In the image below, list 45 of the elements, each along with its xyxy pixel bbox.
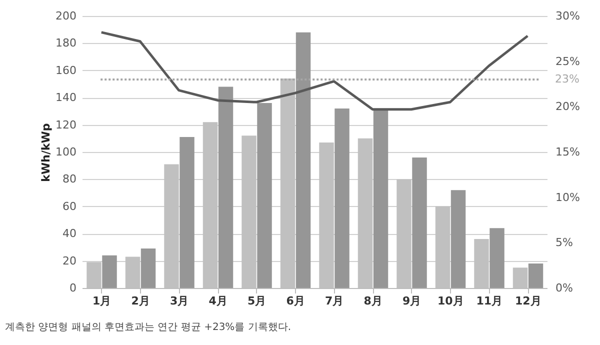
x-tick-label: 2月: [131, 294, 150, 308]
x-tick-label: 5月: [248, 294, 266, 308]
x-tick-label: 7月: [325, 294, 344, 308]
bar: [412, 157, 427, 288]
bar: [490, 228, 504, 288]
y-tick-label: 60: [62, 200, 76, 213]
y2-tick-label: 15%: [556, 146, 580, 158]
y-tick-label: 180: [56, 36, 76, 50]
y-axis-title: kWh/kWp: [40, 123, 53, 182]
bar: [257, 103, 272, 288]
y2-tick-label: 5%: [556, 236, 573, 250]
bar: [528, 264, 544, 288]
y2-tick-label: 20%: [556, 100, 580, 114]
x-tick-label: 1月: [92, 294, 112, 308]
x-tick-label: 8月: [364, 294, 382, 308]
y-tick-label: 200: [56, 10, 76, 22]
bar: [450, 190, 466, 288]
y-tick-label: 20: [62, 254, 76, 268]
y-tick-label: 120: [56, 118, 76, 132]
y2-tick-label: 25%: [556, 54, 580, 68]
y-tick-label: 80: [62, 172, 76, 186]
bar: [180, 137, 194, 288]
x-tick-label: 4月: [208, 294, 228, 308]
bar: [296, 32, 311, 288]
y-tick-label: 160: [56, 64, 76, 77]
y-tick-label: 0: [70, 282, 76, 294]
y-tick-label: 100: [56, 146, 76, 158]
bar: [102, 255, 117, 288]
text: 계측한 양면형 패널의 후면효과는 연간 평균 +23%를 기록했다.: [5, 322, 292, 333]
x-tick-label: 11月: [476, 294, 503, 308]
y-tick-label: 40: [62, 227, 76, 240]
ref-line-label: 23%: [555, 72, 580, 86]
bar: [334, 108, 350, 288]
bar: [140, 248, 156, 288]
bar: [218, 86, 234, 288]
x-tick-label: 3月: [170, 294, 189, 308]
x-tick-label: 6月: [286, 294, 305, 308]
x-tick-label: 9月: [402, 294, 422, 308]
x-tick-label: 12月: [514, 294, 542, 308]
x-tick-label: 10月: [437, 294, 464, 308]
line-series: [100, 31, 529, 111]
y2-tick-label: 0%: [556, 282, 573, 294]
y-tick-label: 140: [56, 91, 76, 104]
y2-tick-label: 30%: [556, 10, 580, 22]
y2-tick-label: 10%: [556, 190, 580, 204]
